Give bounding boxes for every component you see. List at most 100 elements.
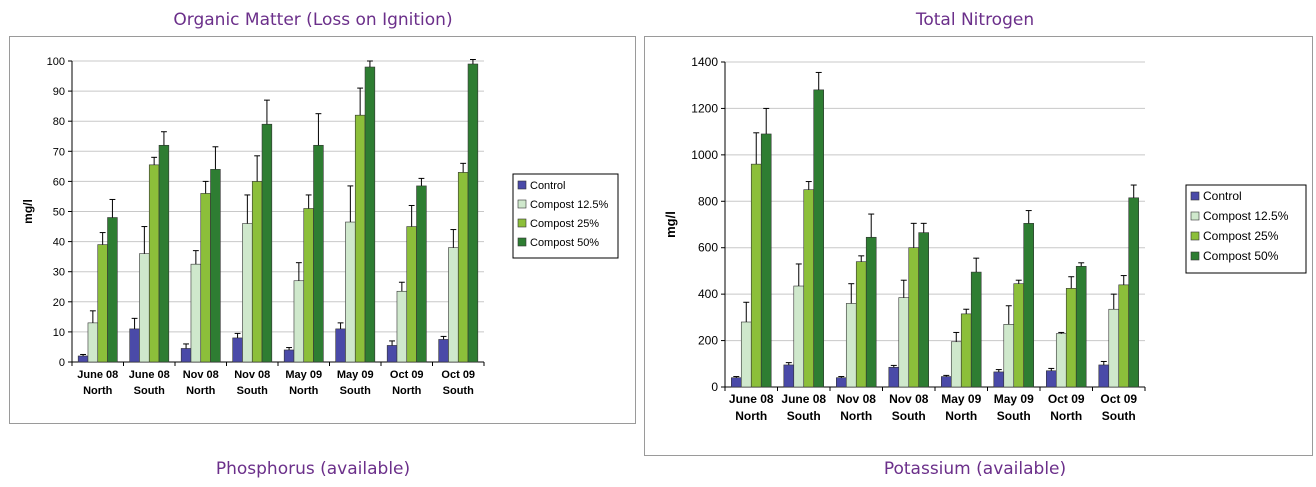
x-tick-label: May 09 (994, 392, 1034, 406)
chart-title-total-nitrogen: Total Nitrogen (915, 10, 1035, 30)
y-tick-label: 20 (53, 297, 65, 309)
x-tick-label: North (83, 385, 113, 397)
bar-compost-12-5-1 (793, 285, 805, 388)
bar-compost-25-3 (908, 247, 920, 388)
legend-label-compost-25: Compost 25% (1203, 229, 1279, 243)
bar-compost-25-6 (1065, 288, 1077, 388)
x-tick-label: June 08 (781, 392, 826, 406)
y-tick-label: 1000 (691, 148, 718, 162)
y-tick-label: 600 (698, 241, 718, 255)
legend-box (1185, 184, 1307, 274)
legend-swatch-compost-12-5 (1190, 211, 1200, 221)
x-tick-label: Nov 08 (837, 392, 877, 406)
bar-compost-25-5 (354, 114, 366, 363)
bar-compost-50-1 (813, 89, 825, 388)
bar-control-3 (888, 366, 900, 388)
bar-compost-25-2 (200, 193, 211, 363)
bar-compost-25-4 (960, 313, 972, 388)
legend-label-compost-25: Compost 25% (530, 218, 599, 230)
bar-compost-25-2 (855, 261, 867, 388)
chart-title-potassium: Potassium (available) (883, 459, 1067, 479)
bar-compost-50-3 (918, 232, 930, 388)
bar-compost-50-7 (1128, 197, 1140, 388)
legend-box (512, 173, 619, 259)
x-tick-label: May 09 (337, 369, 374, 381)
chart-frame-organic-matter: 0 10 20 30 40 50 60 70 80 90 100 mg/l June 08 North Ju… (9, 36, 636, 424)
legend-swatch-control (517, 180, 527, 190)
bar-compost-25-6 (406, 226, 417, 363)
x-tick-label: North (1050, 409, 1082, 423)
bar-compost-12-5-3 (898, 297, 910, 388)
y-tick-label: 30 (53, 267, 65, 279)
bar-compost-12-5-4 (293, 280, 305, 363)
bar-compost-50-3 (261, 123, 273, 363)
y-tick-label: 60 (53, 176, 65, 188)
y-tick-label: 90 (53, 86, 65, 98)
x-tick-label: Oct 09 (441, 369, 475, 381)
x-tick-label: North (735, 409, 767, 423)
bar-compost-50-5 (364, 66, 376, 363)
y-tick-label: 0 (59, 357, 65, 369)
x-tick-label: May 09 (941, 392, 981, 406)
bar-control-6 (1045, 370, 1057, 388)
bar-control-7 (438, 339, 449, 363)
bar-compost-50-2 (210, 169, 221, 363)
bar-control-7 (1098, 364, 1110, 388)
bar-control-6 (386, 345, 398, 363)
bar-compost-12-5-7 (448, 247, 459, 363)
legend-label-control: Control (530, 180, 565, 192)
y-tick-label: 1200 (691, 101, 718, 115)
x-tick-label: Nov 08 (183, 369, 219, 381)
bar-compost-25-4 (303, 208, 314, 363)
legend-label-compost-50: Compost 50% (530, 237, 599, 249)
x-tick-label: South (237, 385, 268, 397)
bar-control-0 (731, 377, 742, 388)
chart-title-phosphorus: Phosphorus (available) (215, 459, 411, 479)
y-tick-label: 40 (53, 237, 65, 249)
x-tick-label: North (289, 385, 319, 397)
bar-control-1 (129, 328, 140, 363)
x-tick-label: June 08 (729, 392, 774, 406)
bar-compost-50-7 (467, 63, 479, 363)
bar-compost-25-1 (803, 189, 815, 388)
bar-compost-12-5-4 (950, 341, 962, 388)
x-tick-label: June 08 (129, 369, 170, 381)
bar-compost-50-0 (760, 133, 772, 388)
bar-control-4 (940, 376, 952, 388)
x-tick-label: South (1102, 409, 1136, 423)
x-tick-label: South (134, 385, 165, 397)
bar-control-5 (335, 328, 346, 363)
bar-control-4 (283, 349, 295, 363)
x-tick-label: Nov 08 (889, 392, 929, 406)
legend-swatch-compost-25 (1190, 231, 1200, 241)
y-tick-label: 0 (711, 380, 718, 394)
x-tick-label: South (787, 409, 821, 423)
bar-compost-25-7 (1118, 284, 1130, 388)
chart-organic-matter: 0 10 20 30 40 50 60 70 80 90 100 mg/l June 08 North Ju… (21, 56, 619, 397)
bar-control-2 (180, 348, 192, 363)
bar-compost-50-6 (416, 185, 427, 363)
bar-compost-50-6 (1075, 265, 1087, 388)
chart-frame-total-nitrogen: 0 200 400 600 800 1000 1200 1400 mg/l June 08 Nort… (644, 36, 1313, 456)
x-tick-label: June 08 (77, 369, 118, 381)
bar-compost-50-2 (865, 236, 877, 388)
bar-control-1 (783, 364, 795, 388)
legend-swatch-control (1190, 191, 1200, 201)
legend-swatch-compost-25 (517, 218, 527, 228)
bar-control-3 (232, 337, 243, 363)
x-tick-label: Oct 09 (1048, 392, 1085, 406)
bar-compost-12-5-7 (1108, 308, 1120, 388)
bar-compost-12-5-6 (396, 290, 408, 363)
legend-label-compost-50: Compost 50% (1203, 249, 1279, 263)
x-tick-label: Oct 09 (1100, 392, 1137, 406)
y-axis-label: mg/l (21, 199, 35, 224)
x-tick-label: South (443, 385, 474, 397)
bar-compost-12-5-6 (1055, 333, 1067, 388)
y-tick-label: 800 (698, 194, 718, 208)
bar-compost-50-5 (1023, 223, 1035, 388)
chart-total-nitrogen: 0 200 400 600 800 1000 1200 1400 mg/l June 08 Nort… (663, 55, 1307, 423)
legend-swatch-compost-50 (1190, 251, 1200, 261)
legend-label-compost-12-5: Compost 12.5% (530, 199, 608, 211)
bar-compost-25-0 (750, 163, 762, 388)
bar-compost-12-5-2 (845, 303, 857, 388)
